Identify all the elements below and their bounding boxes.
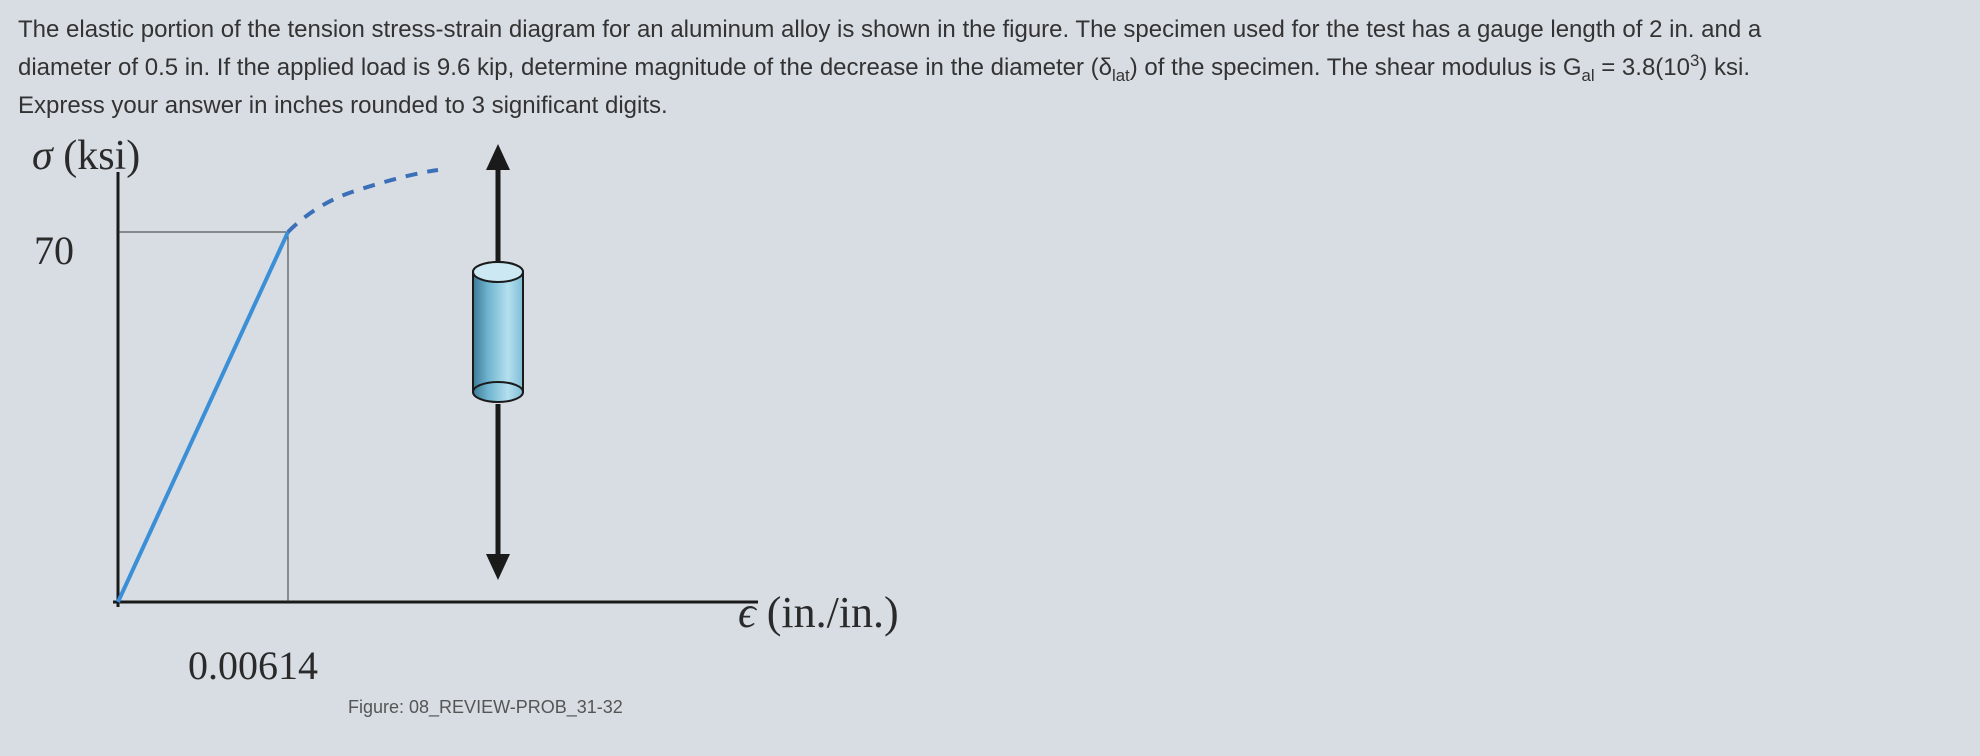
top-arrow-head [486, 144, 510, 170]
y-tick-70: 70 [34, 227, 74, 274]
cylinder-bottom-cap [473, 382, 523, 402]
elastic-line [118, 232, 288, 602]
problem-statement: The elastic portion of the tension stres… [18, 12, 1962, 124]
problem-line-2d: ) ksi. [1699, 54, 1750, 81]
problem-line-2a: diameter of 0.5 in. If the applied load … [18, 54, 1112, 81]
problem-line-1: The elastic portion of the tension stres… [18, 16, 1761, 43]
sup-3: 3 [1690, 51, 1699, 70]
problem-line-3: Express your answer in inches rounded to… [18, 92, 668, 119]
figure-area: σ (ksi) 70 0 [18, 132, 1962, 712]
cylinder-top-face [473, 262, 523, 282]
problem-line-2b: ) of the specimen. The shear modulus is … [1130, 54, 1582, 81]
problem-line-2c: = 3.8(10 [1595, 54, 1690, 81]
cylinder-body [473, 272, 523, 392]
specimen-diagram [438, 142, 558, 622]
sub-lat: lat [1112, 66, 1130, 85]
bottom-arrow-head [486, 554, 510, 580]
sub-al: al [1582, 66, 1595, 85]
x-tick-value: 0.00614 [188, 642, 318, 689]
plastic-curve [288, 170, 438, 232]
figure-caption: Figure: 08_REVIEW-PROB_31-32 [348, 697, 623, 718]
x-axis-label: ϵ (in./in.) [738, 587, 899, 638]
